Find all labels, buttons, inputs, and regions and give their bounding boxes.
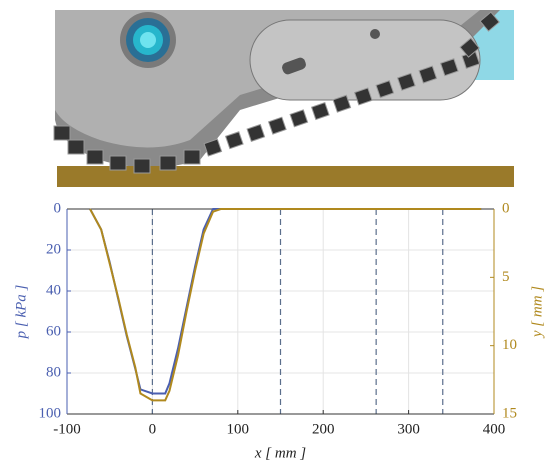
track-pad xyxy=(310,101,330,121)
track-pad xyxy=(109,155,127,171)
x-tick-label: 300 xyxy=(397,421,420,437)
track-pad xyxy=(267,116,287,135)
track-pad xyxy=(396,72,416,91)
track-pad xyxy=(159,155,177,171)
y-tick-label: 40 xyxy=(46,282,61,298)
y-tick-label: 20 xyxy=(46,241,61,257)
track-pad xyxy=(53,125,71,141)
x-tick-label: 0 xyxy=(149,421,157,437)
track-pad xyxy=(439,58,459,77)
x-tick-label: -100 xyxy=(53,421,81,437)
x-tick-label: 400 xyxy=(483,421,506,437)
data-line xyxy=(89,208,482,402)
track-pad xyxy=(459,37,480,58)
ground xyxy=(57,166,514,187)
y-tick-label: 60 xyxy=(46,323,61,339)
track-pad xyxy=(332,94,352,113)
y-axis-label: p [ kPa ] xyxy=(13,284,29,339)
arm xyxy=(249,19,481,101)
track-pad xyxy=(289,109,309,128)
data-line xyxy=(89,208,482,395)
track xyxy=(53,11,500,174)
track-pad xyxy=(479,11,500,32)
pin xyxy=(370,29,380,39)
y2-tick-label: 0 xyxy=(502,200,510,216)
track-pad xyxy=(418,65,438,84)
track-pad xyxy=(375,80,395,99)
track-pad xyxy=(246,123,266,142)
y2-axis-label: y [ mm ] xyxy=(529,286,545,339)
x-tick-label: 100 xyxy=(227,421,250,437)
illustration xyxy=(53,10,514,187)
y-tick-label: 100 xyxy=(39,405,62,421)
hub-center xyxy=(140,32,156,48)
track-pad xyxy=(133,158,151,174)
slot xyxy=(282,57,306,75)
track-pad xyxy=(86,149,104,165)
y2-tick-label: 5 xyxy=(502,269,510,285)
x-axis-label: x [ mm ] xyxy=(254,445,306,461)
track-pad xyxy=(67,139,85,155)
x-tick-label: 200 xyxy=(312,421,335,437)
y-tick-label: 0 xyxy=(54,200,62,216)
track-pad xyxy=(224,131,244,150)
track-pad xyxy=(203,138,223,157)
track-pad xyxy=(183,149,201,165)
y2-tick-label: 15 xyxy=(502,405,517,421)
y2-tick-label: 10 xyxy=(502,337,517,353)
y-tick-label: 80 xyxy=(46,364,61,380)
track-pad xyxy=(353,87,373,106)
